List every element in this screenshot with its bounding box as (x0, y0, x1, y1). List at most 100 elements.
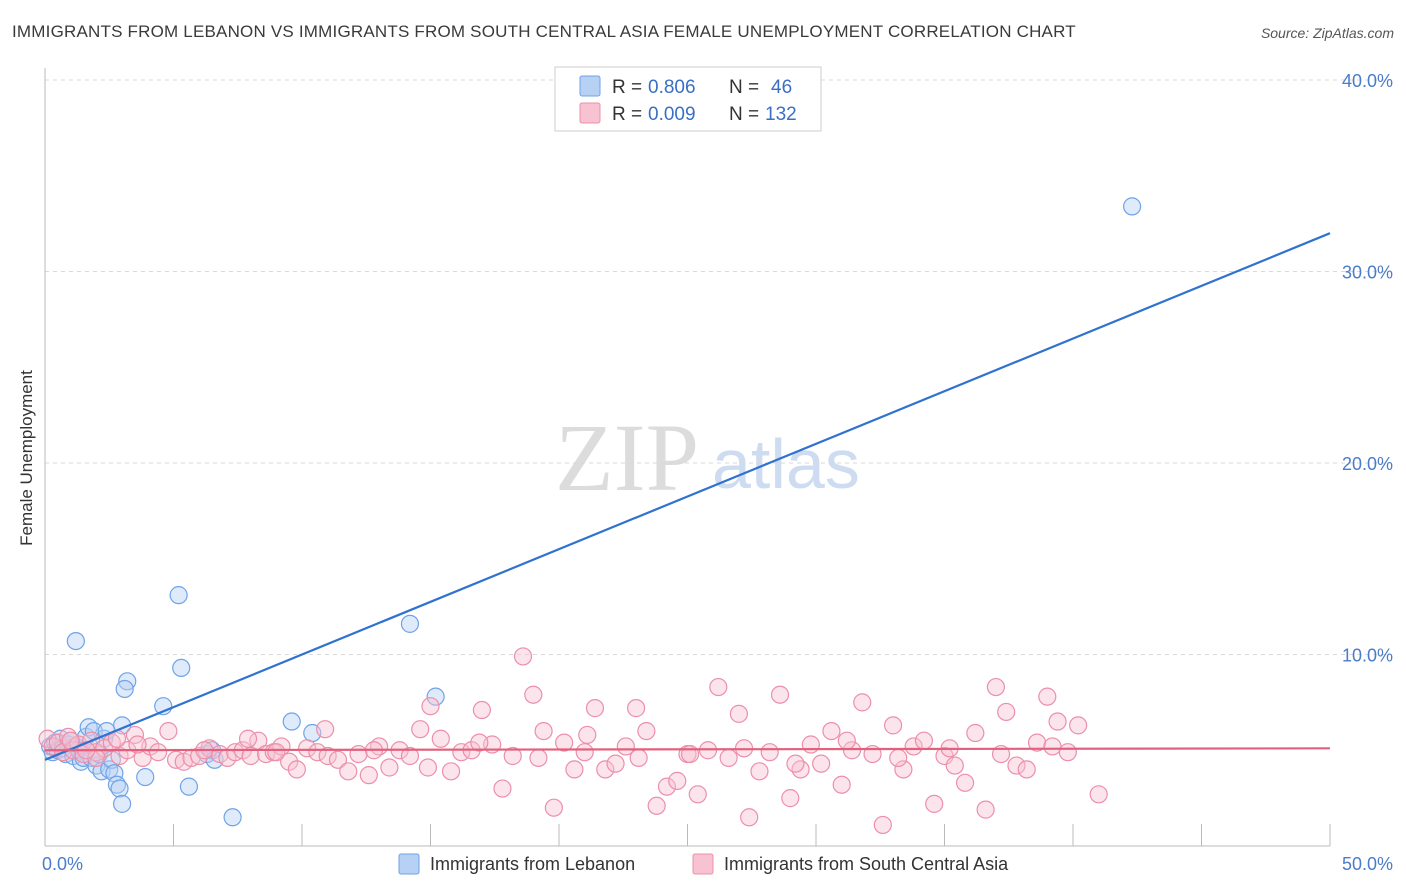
point-s0-30 (66, 631, 85, 651)
point-s1-40 (349, 744, 368, 764)
point-s0-46 (1123, 197, 1142, 216)
point-s1-117 (316, 720, 335, 739)
point-s1-87 (832, 775, 851, 794)
point-s1-124 (680, 744, 700, 764)
point-s1-61 (565, 760, 584, 779)
axes (44, 68, 1331, 847)
point-s1-70 (657, 777, 677, 796)
point-s1-69 (647, 796, 666, 815)
point-s1-119 (418, 758, 438, 777)
point-s1-83 (791, 760, 810, 779)
legend-r-label-2: R = (612, 104, 642, 125)
point-s1-35 (298, 739, 317, 758)
legend-n-value-2: 132 (765, 104, 797, 125)
point-s1-102 (986, 677, 1006, 697)
y-tick-label-3: 40.0% (1342, 71, 1393, 91)
point-s1-65 (606, 754, 625, 773)
point-s1-76 (719, 748, 738, 768)
point-s0-35 (169, 586, 188, 605)
point-s1-126 (786, 754, 805, 773)
point-s1-105 (1017, 760, 1036, 779)
point-s1-115 (238, 729, 258, 748)
point-s1-95 (914, 731, 934, 750)
point-s1-81 (770, 685, 790, 704)
point-s1-108 (1048, 712, 1067, 731)
point-s1-48 (431, 729, 450, 748)
point-s1-79 (750, 762, 769, 781)
point-s1-71 (668, 771, 687, 790)
point-s1-120 (470, 733, 489, 752)
top-legend: R = 0.806 N = 46 R = 0.009 N = 132 (554, 66, 822, 132)
trend-line-s1 (44, 747, 1331, 752)
point-s1-77 (729, 704, 749, 723)
point-s1-128 (889, 748, 908, 768)
point-s1-67 (626, 699, 646, 718)
tick-labels: 10.0% 20.0% 30.0% 40.0% 0.0% 50.0% (42, 71, 1393, 874)
point-s1-45 (400, 746, 420, 766)
point-s1-60 (555, 733, 574, 752)
point-s1-85 (812, 754, 831, 773)
point-s1-86 (822, 721, 841, 741)
point-s1-94 (904, 737, 923, 756)
chart-title: IMMIGRANTS FROM LEBANON VS IMMIGRANTS FR… (12, 22, 1076, 41)
y-tick-label-0: 10.0% (1342, 646, 1393, 666)
point-s1-54 (493, 779, 512, 798)
point-s0-33 (136, 767, 155, 787)
legend-r-value-2: 0.009 (648, 104, 696, 125)
legend-r-label-1: R = (612, 77, 642, 98)
point-s1-101 (976, 800, 995, 819)
point-s1-33 (280, 752, 299, 771)
point-s1-106 (1027, 733, 1047, 752)
point-s1-89 (853, 693, 872, 712)
point-s1-39 (339, 762, 358, 781)
point-s1-84 (801, 735, 820, 754)
point-s1-92 (883, 716, 903, 735)
point-s1-113 (128, 735, 147, 754)
x-tick-label-0: 0.0% (42, 854, 83, 874)
point-s1-123 (629, 748, 648, 768)
point-s1-64 (596, 760, 615, 779)
point-s1-107 (1038, 687, 1057, 706)
point-s0-41 (223, 808, 242, 827)
trend-lines (44, 232, 1331, 761)
point-s1-116 (267, 743, 286, 762)
grid-lines (45, 79, 1390, 655)
point-s1-99 (955, 773, 975, 792)
point-s0-28 (112, 794, 132, 813)
source-label: Source: ZipAtlas.com (1260, 25, 1394, 41)
point-s0-44 (400, 614, 420, 633)
point-s1-37 (318, 746, 337, 766)
point-s0-45 (426, 687, 445, 706)
legend-swatch-south-central-asia (579, 102, 601, 124)
point-s1-75 (709, 677, 728, 697)
point-s1-49 (441, 762, 461, 781)
y-tick-label-2: 30.0% (1342, 263, 1393, 283)
series-south-central-asia-points (38, 647, 1108, 835)
point-s1-98 (945, 756, 964, 775)
point-s1-131 (1043, 737, 1062, 756)
point-s1-110 (1069, 716, 1088, 735)
point-s1-93 (894, 760, 913, 779)
point-s1-122 (578, 725, 597, 745)
legend-n-value-1: 46 (771, 77, 792, 98)
point-s1-47 (421, 697, 440, 716)
bottom-legend-swatch-south-central-asia (692, 853, 714, 875)
legend-swatch-lebanon (579, 75, 601, 97)
point-s1-34 (287, 760, 306, 779)
watermark-zip: ZIP (555, 404, 699, 511)
y-axis-title: Female Unemployment (17, 370, 36, 546)
point-s0-31 (115, 679, 134, 699)
legend-n-label-1: N = (729, 77, 759, 98)
watermark-atlas: atlas (712, 425, 860, 503)
point-s1-100 (966, 723, 985, 743)
point-s1-104 (1007, 756, 1026, 775)
bottom-legend: Immigrants from Lebanon Immigrants from … (398, 853, 1009, 875)
point-s0-27 (110, 779, 129, 798)
point-s1-121 (529, 748, 548, 768)
point-s1-63 (585, 699, 605, 718)
x-tick-label-1: 50.0% (1342, 854, 1393, 874)
point-s1-66 (616, 737, 635, 756)
bottom-legend-label-lebanon: Immigrants from Lebanon (430, 854, 635, 874)
point-s1-109 (1058, 743, 1077, 762)
